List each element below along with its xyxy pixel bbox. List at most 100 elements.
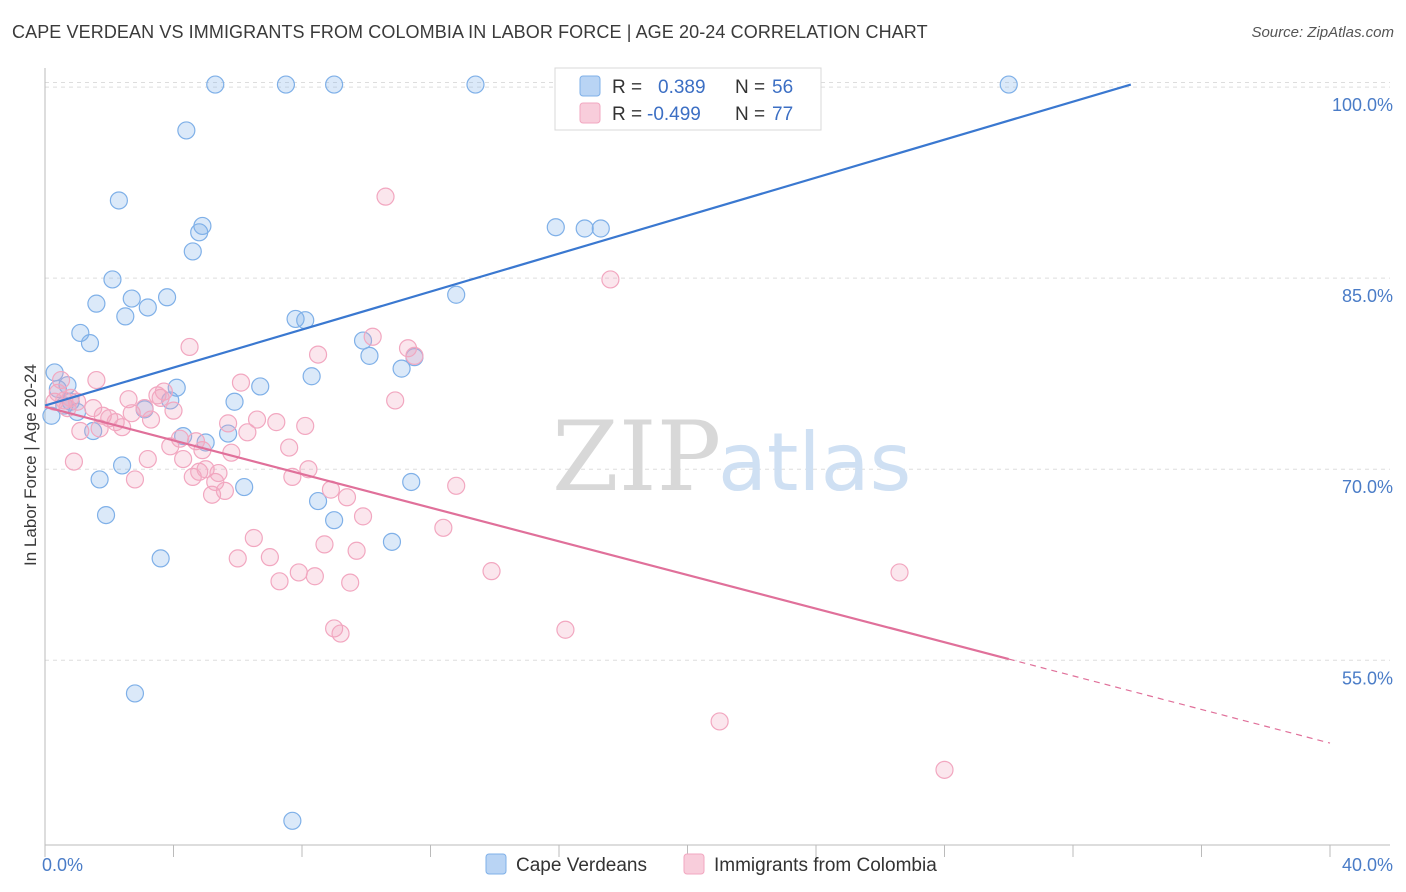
cape-verdean-point-47	[392, 359, 411, 378]
colombia-point-56	[315, 535, 334, 554]
trendline-1	[44, 405, 1010, 661]
legend-r-label-2: R =	[612, 104, 642, 125]
colombia-point-72	[556, 620, 575, 639]
trendline-0	[44, 83, 1132, 407]
cape-verdean-point-32	[219, 424, 238, 443]
colombia-point-49	[280, 438, 299, 457]
trend-layer	[44, 83, 1331, 744]
colombia-point-16	[119, 390, 138, 409]
y-tick-label-1: 70.0%	[1342, 477, 1393, 497]
axes-layer	[44, 68, 1390, 857]
cape-verdean-point-10	[87, 294, 106, 313]
stats-legend: R = 0.389 N = 56 R = -0.499 N = 77	[554, 67, 822, 131]
colombia-point-43	[238, 423, 257, 442]
colombia-point-60	[337, 488, 357, 507]
colombia-point-61	[341, 573, 360, 592]
colombia-point-55	[308, 345, 328, 364]
cape-verdean-point-55	[999, 75, 1018, 94]
cape-verdean-point-48	[402, 472, 421, 492]
series-legend-swatch-pink	[683, 853, 705, 875]
series-legend: Cape Verdeans Immigrants from Colombia	[485, 853, 937, 876]
colombia-point-47	[267, 413, 286, 432]
watermark: ZIP atlas	[552, 401, 911, 513]
cape-verdean-point-46	[382, 532, 402, 551]
colombia-point-70	[447, 476, 466, 495]
colombia-point-38	[215, 481, 234, 500]
colombia-point-10	[87, 370, 106, 390]
colombia-point-67	[398, 339, 418, 358]
cape-verdean-point-11	[90, 470, 109, 489]
cape-verdean-point-26	[177, 121, 196, 140]
y-axis-label: In Labor Force | Age 20-24	[21, 364, 40, 566]
cape-verdean-point-22	[157, 288, 177, 307]
y-tick-label-3: 100.0%	[1332, 95, 1393, 115]
colombia-point-8	[71, 421, 90, 441]
cape-verdean-point-33	[225, 392, 244, 411]
colombia-point-18	[125, 470, 145, 489]
cape-verdean-point-18	[125, 684, 145, 703]
series-legend-swatch-blue	[485, 853, 507, 875]
colombia-point-64	[363, 327, 382, 346]
legend-r-value-1: 0.389	[658, 77, 706, 98]
colombia-point-6	[64, 452, 84, 471]
grid-layer	[45, 82, 1390, 661]
legend-n-label-1: N =	[735, 77, 765, 98]
colombia-point-63	[353, 507, 373, 526]
colombia-point-75	[890, 563, 909, 582]
colombia-point-28	[174, 449, 193, 469]
cape-verdean-point-16	[116, 307, 135, 326]
legend-r-label-1: R =	[612, 77, 642, 98]
colombia-point-19	[135, 398, 154, 418]
cape-verdean-point-44	[353, 331, 373, 350]
colombia-point-2	[51, 370, 71, 390]
colombia-point-68	[405, 346, 424, 365]
cape-verdean-point-34	[235, 477, 254, 497]
legend-swatch-blue	[579, 75, 601, 97]
cape-verdean-point-17	[122, 289, 141, 308]
colombia-point-37	[209, 463, 228, 483]
colombia-point-73	[601, 270, 620, 289]
colombia-point-26	[164, 401, 183, 420]
colombia-point-66	[386, 391, 405, 410]
cape-verdean-point-21	[151, 549, 170, 568]
legend-n-value-2: 77	[772, 104, 793, 125]
legend-n-label-2: N =	[735, 104, 765, 125]
colombia-point-53	[299, 460, 318, 479]
colombia-point-29	[180, 337, 199, 357]
colombia-point-44	[244, 528, 263, 548]
y-tick-label-2: 85.0%	[1342, 286, 1393, 306]
series-legend-label-blue: Cape Verdeans	[516, 855, 647, 876]
colombia-point-41	[228, 549, 247, 568]
cape-verdean-point-27	[183, 242, 202, 261]
colombia-point-48	[270, 572, 289, 591]
y-tick-label-0: 55.0%	[1342, 668, 1393, 688]
cape-verdean-point-31	[206, 75, 225, 94]
cape-verdean-point-53	[575, 219, 594, 238]
cape-verdean-point-38	[286, 309, 305, 329]
watermark-atlas: atlas	[718, 416, 911, 509]
trendline-extension-1	[1008, 658, 1331, 744]
colombia-point-54	[305, 567, 324, 586]
legend-n-value-1: 56	[772, 77, 793, 98]
colombia-point-42	[231, 373, 251, 392]
cape-verdean-point-13	[103, 270, 122, 289]
cape-verdean-point-14	[109, 191, 128, 210]
colombia-point-24	[154, 382, 173, 401]
legend-swatch-pink	[579, 102, 601, 124]
cape-verdean-point-8	[80, 334, 100, 353]
cape-verdean-point-43	[325, 75, 344, 94]
colombia-point-40	[222, 443, 241, 462]
colombia-point-71	[482, 562, 501, 581]
cape-verdean-point-45	[360, 346, 379, 365]
colombia-point-25	[161, 437, 180, 456]
colombia-point-76	[935, 760, 954, 779]
colombia-point-21	[141, 410, 161, 429]
cape-verdean-point-29	[193, 216, 212, 236]
cape-verdean-point-52	[546, 218, 565, 237]
colombia-point-9	[84, 398, 103, 418]
colombia-point-20	[138, 449, 157, 469]
cape-verdean-point-35	[251, 377, 270, 396]
ticks-layer: 55.0% 70.0% 85.0% 100.0% 0.0% 40.0%	[42, 95, 1393, 875]
cape-verdean-point-41	[308, 491, 328, 511]
colombia-point-51	[289, 563, 308, 582]
